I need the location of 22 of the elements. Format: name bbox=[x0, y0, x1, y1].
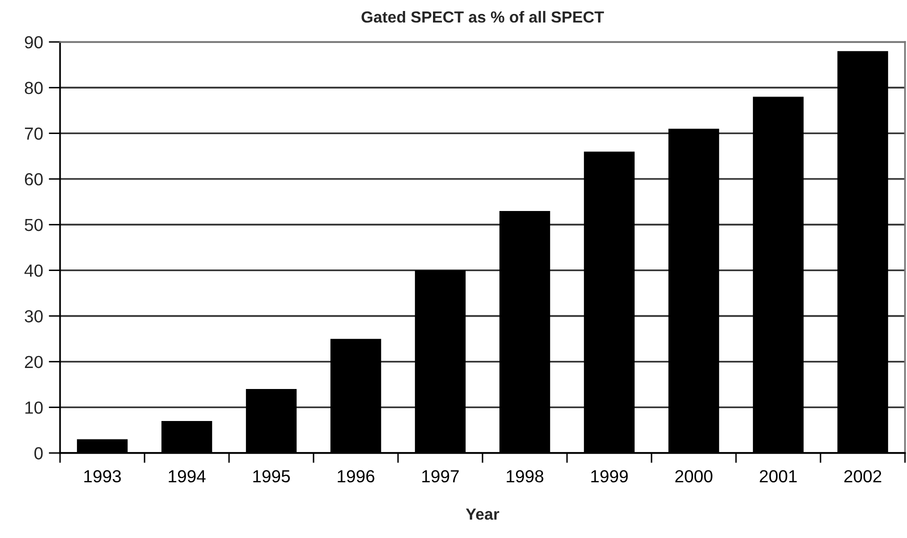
x-tick-label: 1998 bbox=[506, 470, 544, 482]
y-tick-label: 0 bbox=[34, 447, 43, 460]
x-tick-label: 1995 bbox=[253, 470, 290, 482]
x-tick-label: 2001 bbox=[760, 470, 797, 482]
y-tick-label: 40 bbox=[24, 264, 43, 277]
x-tick-label: 1993 bbox=[84, 470, 121, 482]
x-tick-label: 1999 bbox=[591, 470, 628, 482]
y-tick-label: 60 bbox=[24, 173, 43, 186]
chart-title: Gated SPECT as % of all SPECT bbox=[362, 10, 604, 23]
x-tick-label: 2000 bbox=[675, 470, 712, 482]
y-tick-label: 10 bbox=[25, 401, 43, 414]
y-tick-label: 70 bbox=[24, 127, 43, 140]
y-tick-label: 80 bbox=[24, 82, 43, 94]
y-tick-label: 20 bbox=[24, 356, 43, 368]
y-tick-label: 50 bbox=[24, 218, 43, 232]
y-tick-label: 90 bbox=[24, 36, 43, 48]
x-tick-label: 1997 bbox=[422, 470, 459, 482]
x-tick-label: 1994 bbox=[168, 470, 206, 482]
x-tick-label: 1996 bbox=[338, 470, 374, 482]
x-tick-label: 2002 bbox=[844, 470, 882, 482]
x-axis-title: Year bbox=[466, 508, 500, 520]
y-tick-label: 30 bbox=[24, 310, 43, 322]
